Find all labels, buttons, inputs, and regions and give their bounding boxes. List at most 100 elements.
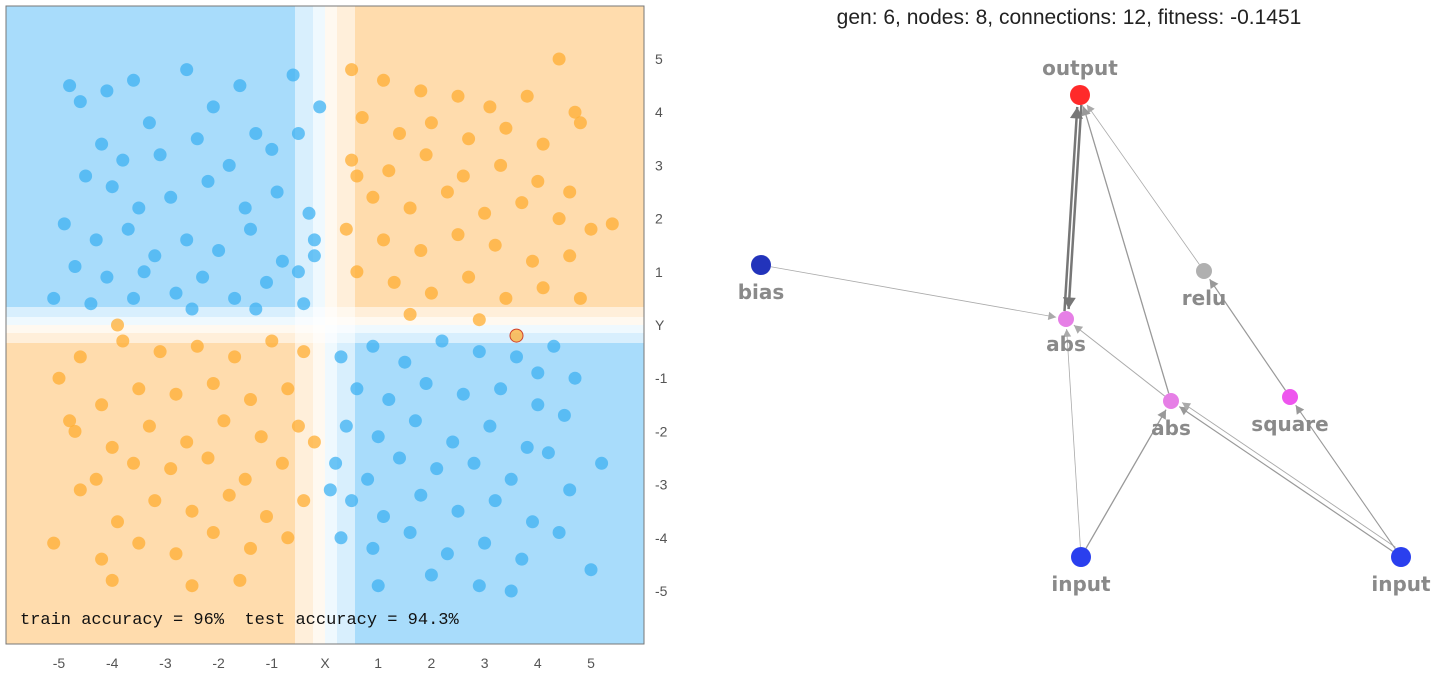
point-blue [105, 180, 119, 194]
point-blue [424, 568, 438, 582]
point-orange [509, 328, 524, 343]
point-blue [483, 419, 497, 433]
point-blue [79, 169, 93, 183]
point-orange [552, 52, 566, 66]
point-blue [472, 579, 486, 593]
point-blue [430, 462, 444, 476]
point-blue [270, 185, 284, 199]
point-orange [95, 398, 109, 412]
point-orange [387, 275, 401, 289]
point-orange [440, 185, 454, 199]
x-tick-label: 4 [534, 655, 542, 671]
point-blue [472, 345, 486, 359]
point-orange [414, 244, 428, 257]
point-blue [440, 547, 454, 561]
point-orange [185, 579, 199, 593]
point-orange [111, 515, 124, 529]
point-orange [89, 472, 103, 486]
x-tick-label: 3 [481, 655, 489, 671]
node-label-relu: relu [1182, 286, 1227, 310]
node-abs1 [1058, 311, 1074, 327]
point-orange [52, 371, 66, 385]
point-blue [190, 132, 204, 146]
point-orange [169, 387, 183, 401]
point-blue [84, 297, 98, 311]
point-blue [526, 515, 539, 529]
point-orange [526, 254, 539, 268]
point-blue [185, 302, 199, 316]
point-blue [361, 472, 375, 486]
x-tick-label: -4 [106, 655, 119, 671]
point-orange [275, 456, 289, 470]
point-orange [355, 111, 369, 124]
edge-arrowhead [1182, 402, 1192, 411]
point-blue [169, 286, 183, 300]
point-blue [307, 249, 321, 263]
point-orange [568, 105, 582, 119]
edge-abs1-output [1063, 106, 1079, 312]
point-blue [334, 350, 348, 364]
point-blue [180, 233, 194, 247]
point-orange [148, 494, 162, 508]
point-orange [185, 504, 199, 518]
point-orange [127, 456, 140, 470]
point-blue [584, 563, 598, 577]
point-orange [244, 393, 257, 406]
point-orange [190, 339, 204, 353]
boundary-horizontal-core [6, 317, 644, 333]
decision-background [5, 5, 645, 645]
point-orange [73, 483, 87, 497]
point-blue [334, 531, 348, 545]
point-orange [488, 238, 502, 252]
edge-relu-output [1086, 104, 1200, 265]
point-blue [307, 233, 321, 247]
edge-input1-abs2 [1085, 409, 1167, 549]
point-orange [520, 89, 534, 103]
y-tick-label: -4 [655, 530, 668, 546]
point-blue [563, 483, 577, 497]
point-blue [408, 414, 422, 428]
point-blue [222, 158, 236, 172]
point-blue [531, 366, 545, 380]
point-blue [249, 127, 263, 140]
point-blue [116, 153, 130, 167]
point-blue [377, 510, 390, 523]
point-orange [573, 291, 587, 305]
scatter-plot-panel: -5 -4 -3 -2 -1 1 2 3 4 5 X 5 4 3 2 1 -1 -2 -3 -4 -5 Y train a… [0, 0, 700, 680]
y-tick-label: 5 [655, 51, 663, 67]
point-blue [249, 302, 263, 316]
point-orange [605, 217, 619, 231]
node-label-input1: input [1051, 572, 1111, 596]
x-tick-label: -2 [212, 655, 225, 671]
point-blue [206, 100, 220, 114]
point-blue [297, 297, 311, 311]
point-blue [291, 127, 305, 140]
point-orange [377, 233, 390, 247]
point-orange [403, 307, 417, 321]
plot-frame [5, 5, 645, 645]
point-blue [382, 393, 396, 406]
point-orange [116, 334, 130, 348]
y-tick-label: -5 [655, 583, 668, 599]
point-blue [265, 142, 279, 156]
point-blue [467, 456, 481, 470]
edge-input2-abs2 [1181, 402, 1396, 548]
point-orange [233, 573, 247, 587]
point-orange [478, 206, 492, 220]
point-blue [323, 483, 337, 497]
edge-input2-square [1295, 404, 1396, 550]
point-orange [584, 222, 598, 236]
y-tick-label: -3 [655, 477, 668, 493]
point-orange [419, 148, 433, 162]
point-orange [515, 196, 529, 210]
point-orange [403, 201, 417, 215]
point-blue [446, 435, 460, 449]
point-orange [206, 526, 220, 539]
point-blue [153, 148, 167, 162]
point-blue [403, 526, 417, 539]
point-blue [63, 79, 77, 93]
point-blue [286, 68, 300, 82]
point-blue [541, 446, 555, 460]
x-tick-label: -3 [159, 655, 172, 671]
point-orange [414, 84, 428, 98]
